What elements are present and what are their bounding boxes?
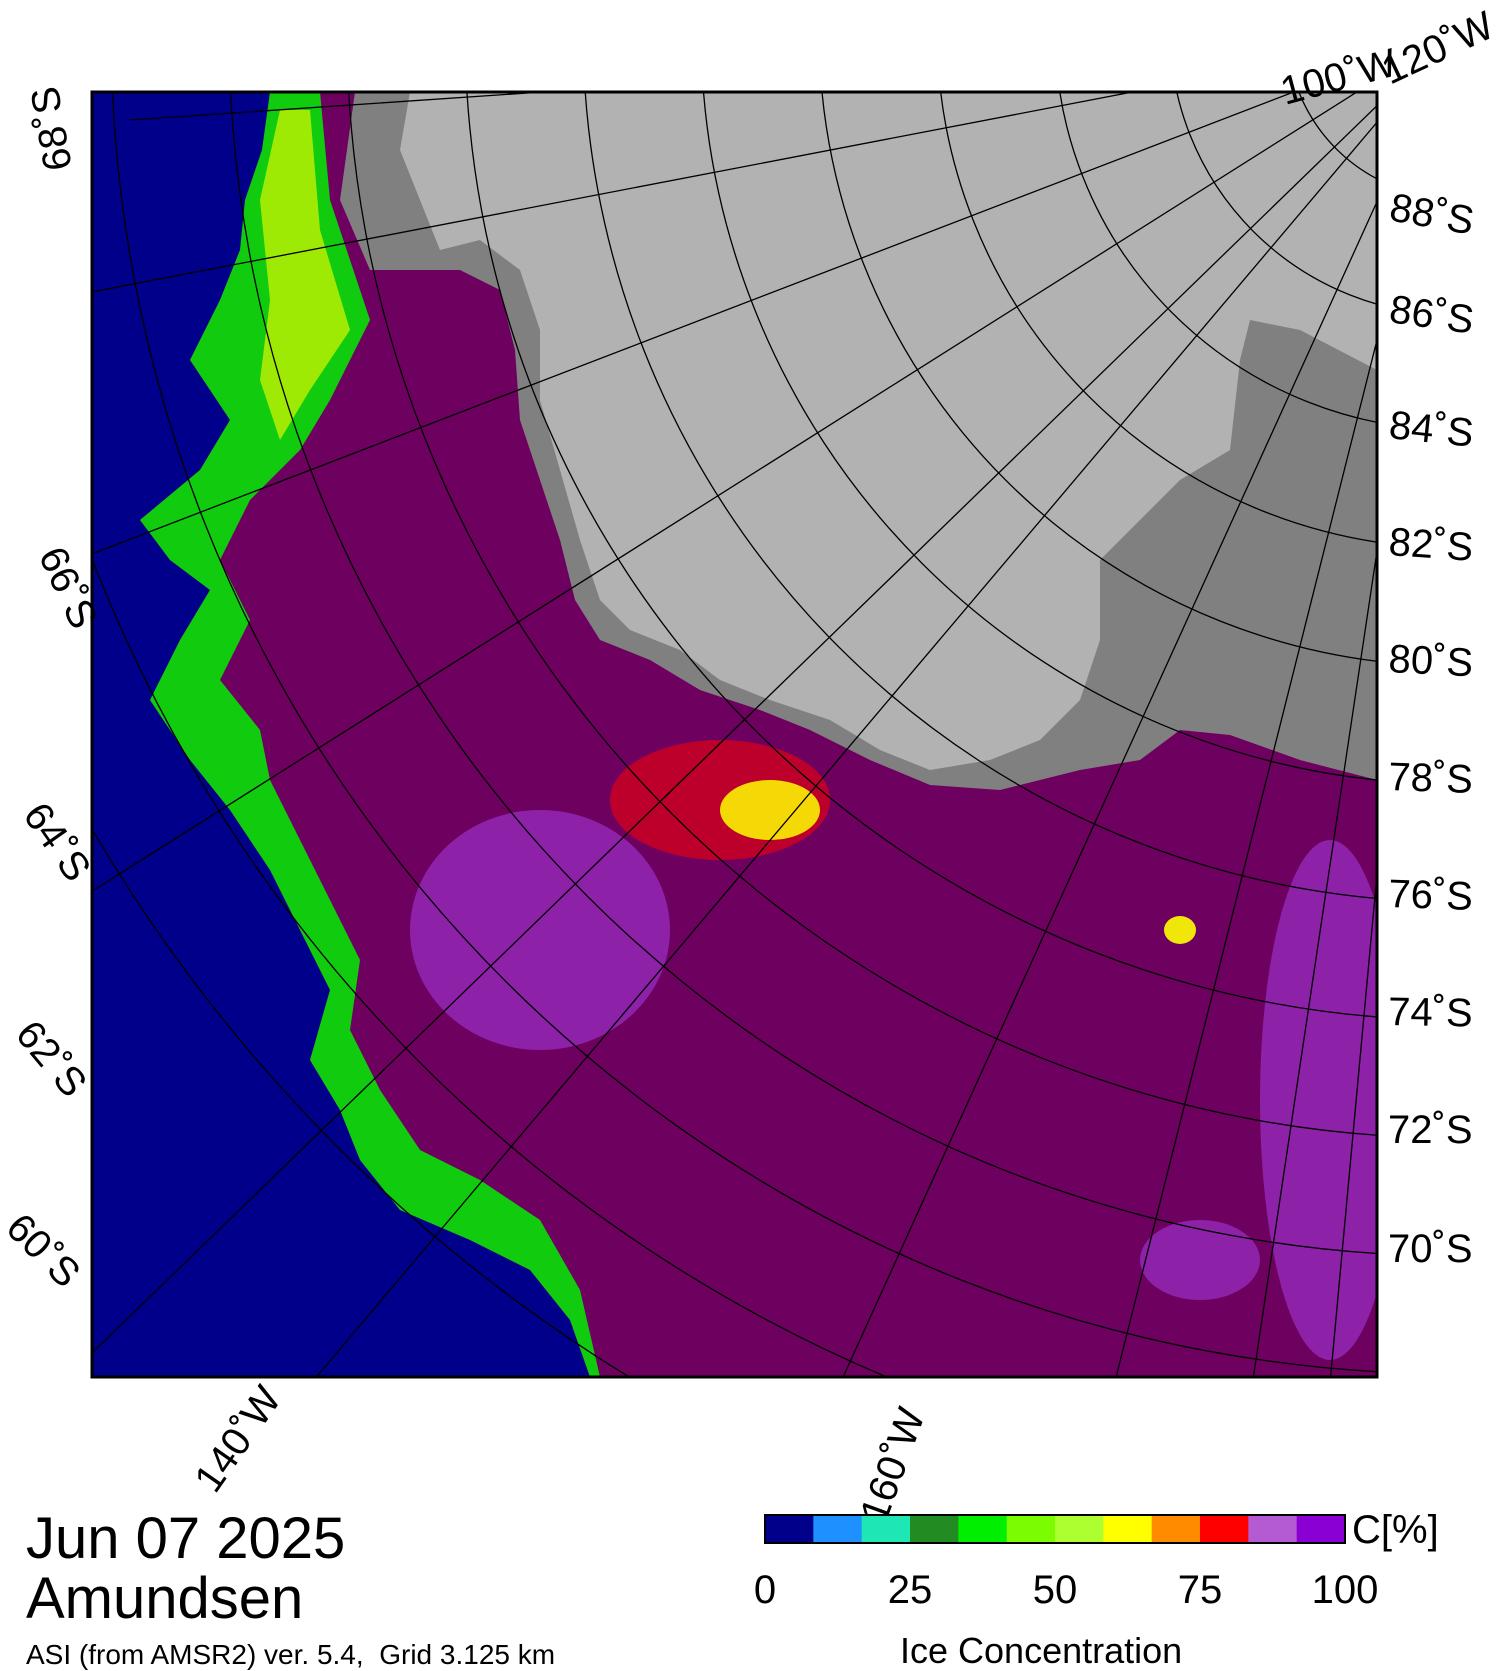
- colorbar-tick: 100: [1311, 1568, 1379, 1612]
- lon-label: 140˚W: [186, 1378, 290, 1500]
- colorbar-unit: C[%]: [1352, 1508, 1439, 1552]
- date-label: Jun 07 2025: [26, 1506, 346, 1571]
- colorbar-swatch: [1103, 1515, 1153, 1543]
- colorbar-swatch: [1006, 1515, 1056, 1543]
- colorbar-swatch: [1200, 1515, 1249, 1543]
- ice-patch: [1140, 1220, 1260, 1300]
- lat-label: 64˚S: [15, 795, 100, 889]
- colorbar-tick: 0: [753, 1568, 777, 1612]
- product-info: ASI (from AMSR2) ver. 5.4, Grid 3.125 km: [26, 1639, 556, 1670]
- lat-label: 78˚S: [1388, 755, 1474, 802]
- colorbar-swatch: [813, 1515, 863, 1543]
- lat-label: 72˚S: [1388, 1108, 1473, 1152]
- colorbar-tick: 50: [1032, 1568, 1078, 1612]
- colorbar-tick: 25: [887, 1568, 933, 1612]
- map-frame: [90, 90, 1379, 1379]
- top-lon-labels: 100˚W 120˚W: [1276, 3, 1499, 113]
- colorbar-swatch: [1248, 1515, 1298, 1543]
- lat-label: 70˚S: [1388, 1227, 1473, 1271]
- lat-label: 80˚S: [1388, 637, 1475, 685]
- lat-label: 84˚S: [1387, 403, 1476, 456]
- lat-label: 62˚S: [7, 1013, 95, 1106]
- colorbar-frame: [764, 1514, 1346, 1544]
- lat-label: 68˚S: [23, 83, 81, 174]
- ice-patch: [720, 780, 820, 840]
- left-lat-labels: 68˚S 66˚S 64˚S 62˚S 60˚S: [0, 83, 105, 1296]
- right-lat-labels: 88˚S 86˚S 84˚S 82˚S 80˚S 78˚S 76˚S 74˚S …: [1386, 186, 1477, 1271]
- map-area: [92, 92, 1377, 1377]
- lat-label: 82˚S: [1387, 520, 1474, 570]
- colorbar-title: Ice Concentration: [900, 1630, 1183, 1671]
- ice-patch: [410, 810, 670, 1050]
- colorbar-swatch: [958, 1515, 1008, 1543]
- meridians: [92, 92, 1377, 1377]
- land-area: [400, 92, 1377, 770]
- colorbar-swatch: [1296, 1515, 1346, 1543]
- lat-label: 74˚S: [1388, 990, 1473, 1035]
- colorbar-swatch: [765, 1515, 814, 1543]
- marginal-ice-zone: [140, 92, 600, 1377]
- colorbar-tick: 75: [1177, 1568, 1223, 1612]
- ice-patch: [1260, 840, 1377, 1360]
- colorbar-swatch: [1151, 1515, 1201, 1543]
- lon-label: 120˚W: [1375, 3, 1499, 93]
- lat-label: 76˚S: [1388, 872, 1474, 919]
- region-label: Amundsen: [26, 1566, 304, 1631]
- ice-patch: [1164, 916, 1196, 944]
- colorbar: [765, 1515, 1346, 1543]
- lat-label: 88˚S: [1386, 186, 1477, 244]
- lat-label: 86˚S: [1387, 287, 1477, 342]
- colorbar-swatch: [861, 1515, 911, 1543]
- colorbar-swatch: [1055, 1515, 1104, 1543]
- marginal-ice-yellow: [260, 110, 350, 440]
- lon-label: 160˚W: [852, 1402, 934, 1528]
- open-water-area: [92, 92, 590, 1377]
- lat-label: 60˚S: [0, 1205, 88, 1296]
- colorbar-swatch: [910, 1515, 959, 1543]
